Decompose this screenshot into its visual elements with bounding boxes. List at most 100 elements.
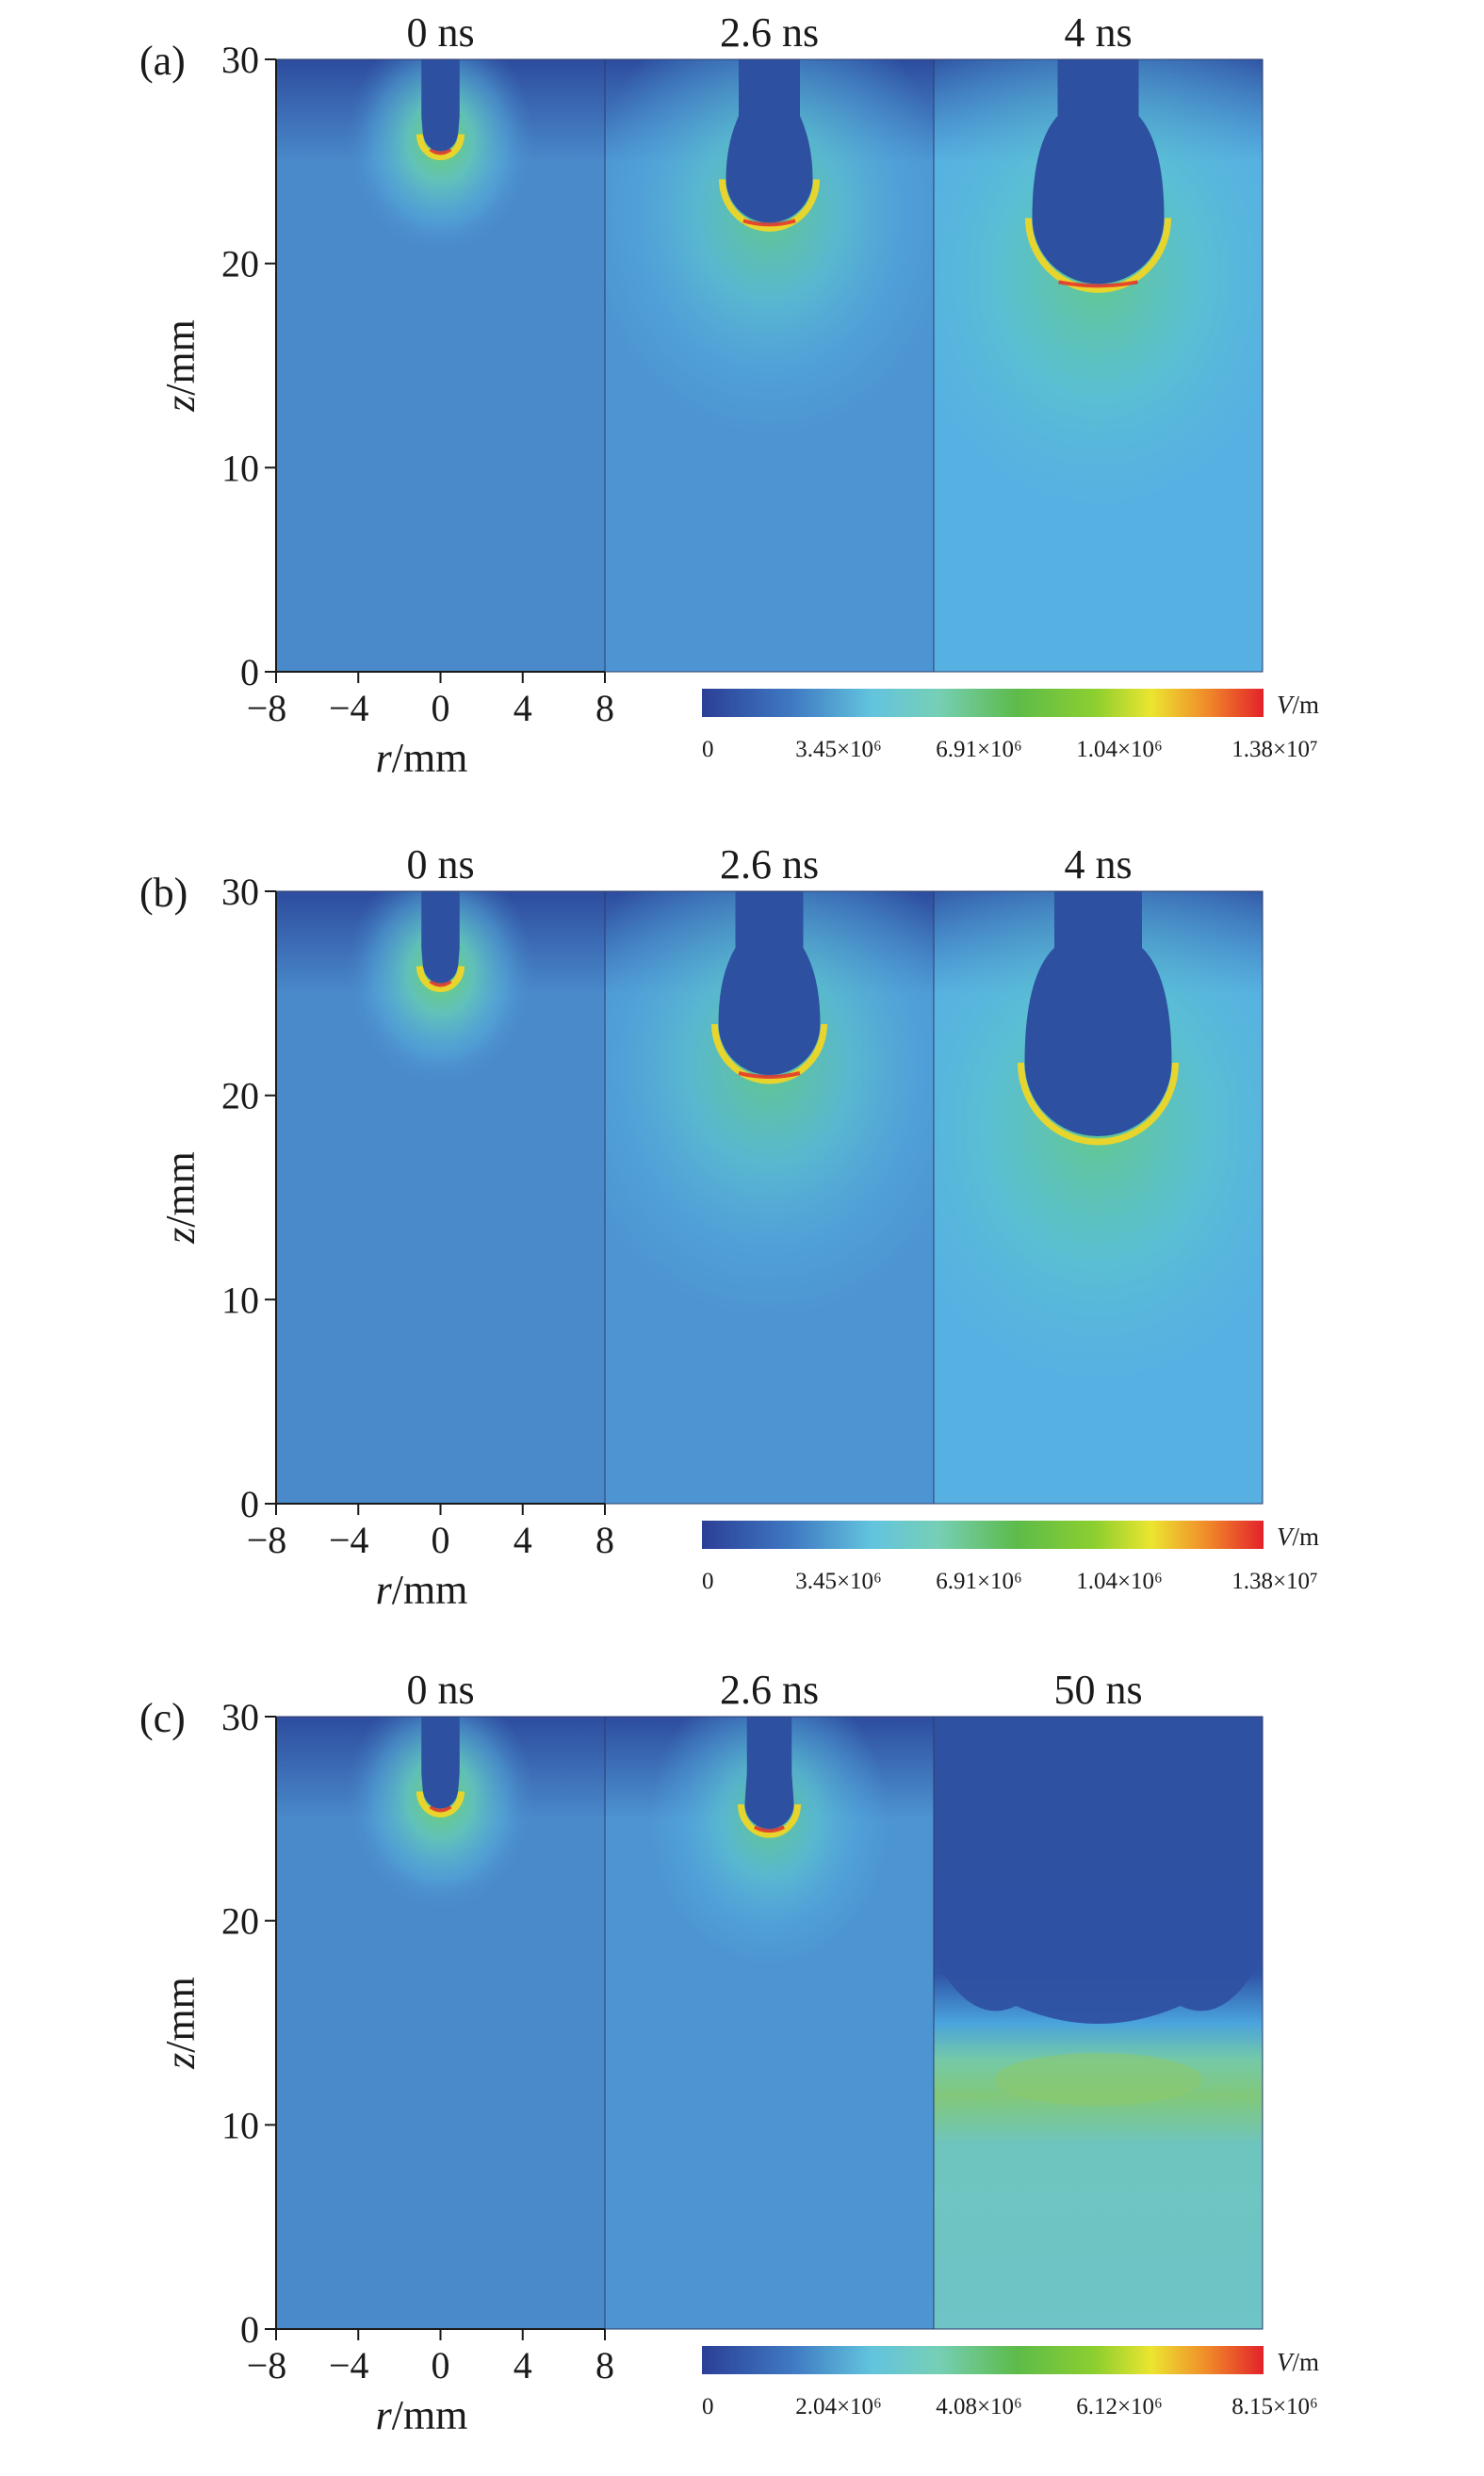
x-tick-label: 0 (432, 687, 450, 729)
panel-0: 0 ns 2.6 ns 4 ns 0 10 20 30 z/mm (a) −8 −4 0 4 8 r/mm V… (139, 9, 1319, 781)
streamer-channel-0-1 (726, 59, 813, 223)
streamer-channel-1-2 (1024, 891, 1172, 1136)
head-rim-1-1 (711, 1023, 827, 1084)
dark-region-2-2 (934, 1717, 1263, 2024)
colorbar-tick-label: 0 (702, 1569, 714, 1594)
colorbar-tick-label: 1.38×10⁷ (1231, 737, 1318, 762)
frame-border-2-2 (933, 1716, 1264, 2330)
frame-time-label: 0 ns (406, 9, 474, 56)
colorbar-tick-label: 3.45×10⁶ (795, 737, 882, 762)
head-hot-1-1 (738, 1071, 801, 1079)
frame-border-1-2 (933, 890, 1264, 1505)
x-tick-label: 4 (514, 2344, 532, 2386)
streamer-channel-0-2 (1032, 59, 1165, 285)
x-tick-label: 8 (595, 2344, 614, 2386)
streamer-channel-1-0 (421, 891, 460, 984)
y-tick-label: 10 (221, 447, 259, 489)
y-axis-label: z/mm (157, 319, 204, 413)
head-rim-1-2 (1018, 1062, 1179, 1146)
streamer-channel-2-1 (744, 1717, 794, 1830)
frame-time-label: 0 ns (406, 841, 474, 888)
y-axis-label: z/mm (157, 1977, 204, 2070)
head-rim-2-0 (416, 1791, 465, 1817)
colorbar (702, 2346, 1264, 2374)
x-axis-label: r/mm (376, 2392, 468, 2438)
x-tick-label: 0 (432, 1519, 450, 1561)
panel-label: (c) (139, 1695, 186, 1741)
frame-0-1: 2.6 ns (604, 9, 935, 673)
frame-time-label: 2.6 ns (720, 1667, 819, 1713)
glow-0-1 (605, 59, 934, 434)
y-tick-label: 30 (221, 1696, 259, 1738)
frame-2-0: 0 ns (275, 1667, 606, 2330)
frame-border-0-2 (933, 58, 1264, 673)
colorbar-tick-label: 8.15×10⁶ (1231, 2394, 1318, 2419)
head-rim-0-1 (719, 179, 820, 232)
colorbar-tick-label: 1.04×10⁶ (1076, 737, 1163, 762)
head-hot-2-0 (429, 1804, 452, 1813)
colorbar-unit: V/m (1277, 691, 1319, 719)
head-hot-0-2 (1058, 280, 1138, 288)
colorbar-tick-label: 4.08×10⁶ (936, 2394, 1022, 2419)
colorbar-tick-label: 6.91×10⁶ (936, 1569, 1022, 1594)
frame-time-label: 2.6 ns (720, 9, 819, 56)
panel-label: (b) (139, 870, 188, 916)
x-tick-label: −4 (329, 687, 369, 729)
head-rim-1-0 (416, 966, 465, 992)
head-hot-0-1 (742, 219, 796, 227)
head-rim-2-1 (738, 1804, 801, 1838)
frame-time-label: 50 ns (1053, 1667, 1142, 1713)
y-tick-label: 0 (240, 2308, 259, 2351)
colorbar-tick-label: 2.04×10⁶ (795, 2394, 882, 2419)
x-tick-label: −4 (329, 2344, 369, 2386)
colorbar-tick-label: 0 (702, 2394, 714, 2419)
glow-1-2 (934, 891, 1263, 1470)
colorbar-unit: V/m (1277, 2348, 1319, 2376)
colorbar (702, 1521, 1264, 1549)
colorbar-tick-label: 6.12×10⁶ (1076, 2394, 1163, 2419)
x-tick-label: −4 (329, 1519, 369, 1561)
green-band-2-2 (994, 2053, 1202, 2106)
head-rim-0-0 (416, 134, 465, 160)
panel-2: 0 ns 2.6 ns 50 ns 0 10 20 30 z/mm (c) −8 −4 0 4 8 r/mm… (139, 1667, 1319, 2438)
y-tick-label: 10 (221, 1279, 259, 1321)
colorbar (702, 689, 1264, 717)
x-tick-label: −8 (247, 1519, 287, 1561)
head-hot-2-1 (753, 1825, 786, 1833)
x-axis-label: r/mm (376, 1567, 468, 1613)
colorbar-tick-label: 0 (702, 737, 714, 762)
frame-time-label: 2.6 ns (720, 841, 819, 888)
colorbar-tick-label: 1.38×10⁷ (1231, 1569, 1318, 1594)
colorbar-unit: V/m (1277, 1523, 1319, 1551)
frame-1-0: 0 ns (275, 841, 606, 1505)
frame-time-label: 0 ns (406, 1667, 474, 1713)
x-tick-label: 4 (514, 687, 532, 729)
frame-1-2: 4 ns (933, 841, 1264, 1505)
streamer-channel-1-1 (718, 891, 821, 1075)
glow-0-2 (934, 59, 1263, 587)
frame-time-label: 4 ns (1064, 841, 1132, 888)
frame-2-1: 2.6 ns (604, 1667, 935, 2330)
colorbar-tick-label: 3.45×10⁶ (795, 1569, 882, 1594)
glow-1-1 (605, 891, 934, 1317)
colorbar-tick-label: 1.04×10⁶ (1076, 1569, 1163, 1594)
y-axis-label: z/mm (157, 1151, 204, 1245)
y-tick-label: 20 (221, 1900, 259, 1943)
x-axis-label: r/mm (376, 735, 468, 781)
panel-label: (a) (139, 38, 186, 84)
y-tick-label: 10 (221, 2104, 259, 2146)
head-rim-0-2 (1025, 218, 1171, 293)
frame-time-label: 4 ns (1064, 9, 1132, 56)
frame-1-1: 2.6 ns (604, 841, 935, 1505)
y-tick-label: 30 (221, 39, 259, 81)
frame-0-0: 0 ns (275, 9, 606, 673)
x-tick-label: −8 (247, 687, 287, 729)
glow-2-1 (649, 1717, 889, 1965)
y-tick-label: 0 (240, 1483, 259, 1525)
x-tick-label: −8 (247, 2344, 287, 2386)
colorbar-tick-label: 6.91×10⁶ (936, 737, 1022, 762)
y-tick-label: 30 (221, 871, 259, 913)
x-tick-label: 0 (432, 2344, 450, 2386)
streamer-channel-0-0 (421, 59, 460, 152)
